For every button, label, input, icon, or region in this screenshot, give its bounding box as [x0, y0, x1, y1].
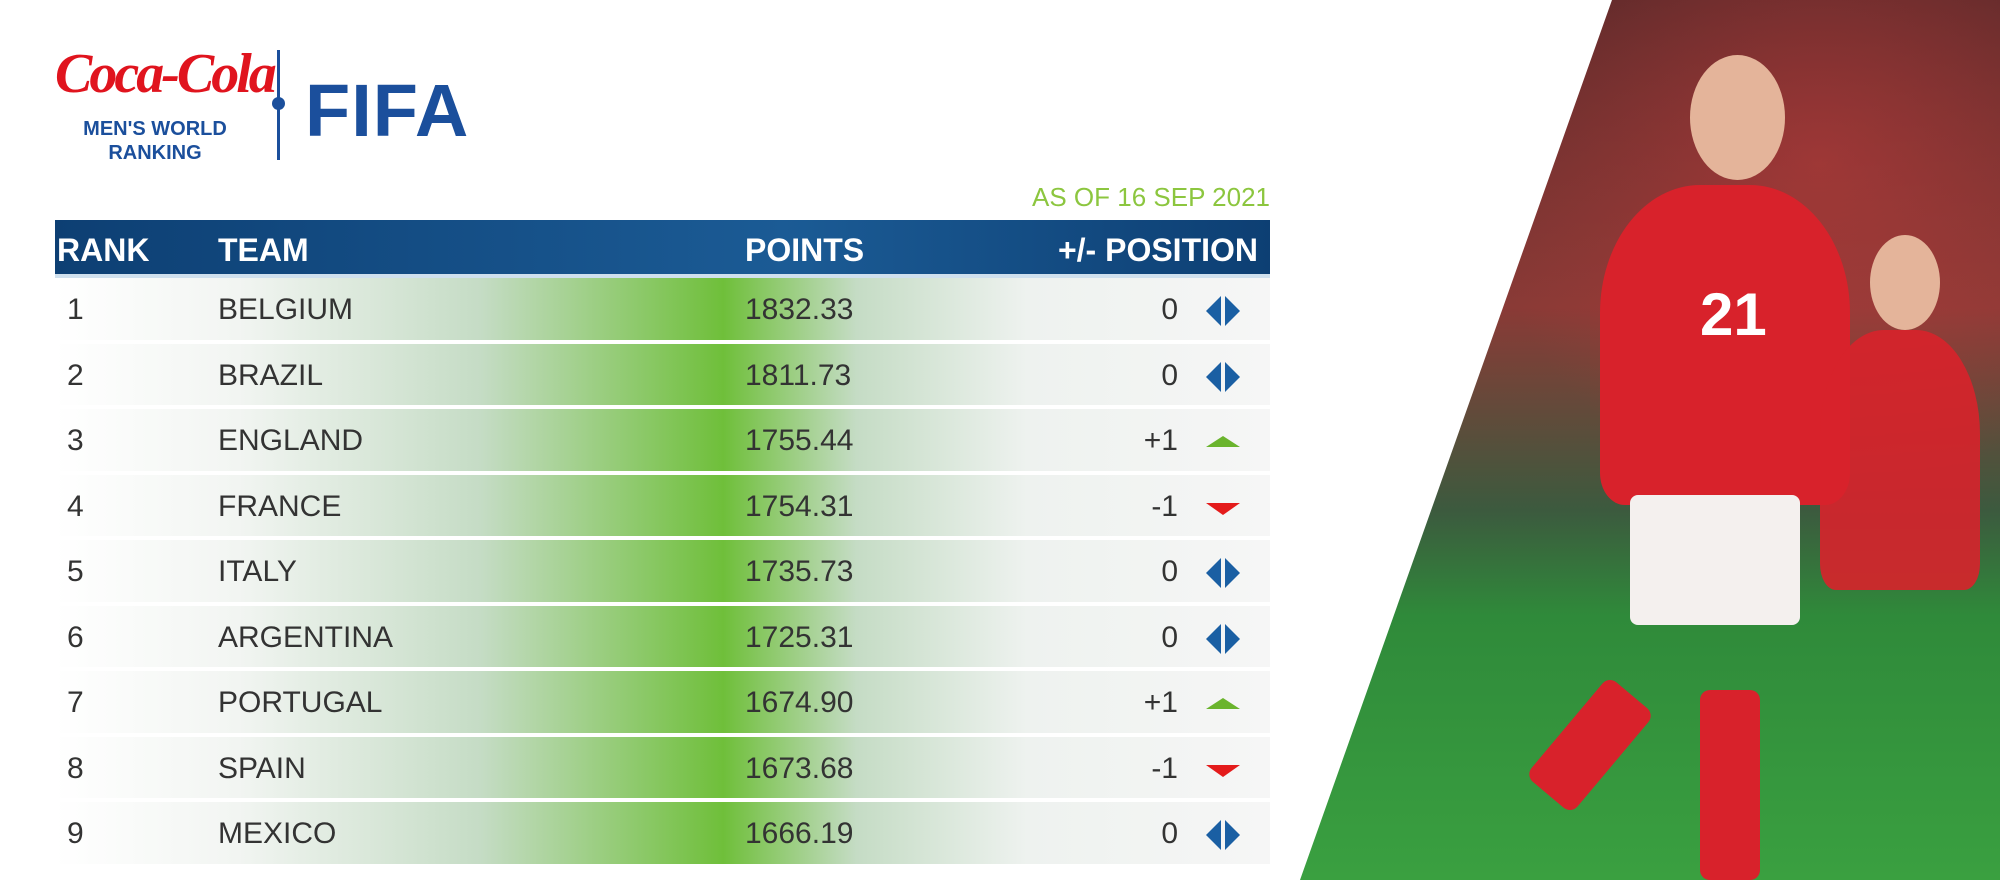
table-row: 8 SPAIN 1673.68 -1 — [55, 736, 1270, 802]
rank: 6 — [67, 620, 84, 654]
position-change: 0 — [1161, 817, 1178, 850]
no-change-icon — [1204, 360, 1242, 394]
team-name: PORTUGAL — [218, 686, 383, 719]
ranking-table: RANK TEAM POINTS +/- POSITION 1 BELGIUM … — [55, 220, 1270, 868]
table-row: 1 BELGIUM 1832.33 0 — [55, 278, 1270, 344]
no-change-icon — [1204, 294, 1242, 328]
points: 1754.31 — [745, 489, 854, 523]
team-name: MEXICO — [218, 817, 337, 850]
position-change: 0 — [1161, 620, 1178, 654]
points: 1811.73 — [745, 358, 852, 392]
no-change-icon — [1204, 556, 1242, 590]
position-change: +1 — [1143, 686, 1178, 719]
no-change-icon — [1204, 622, 1242, 656]
team-name: ARGENTINA — [218, 620, 394, 654]
table-row: 2 BRAZIL 1811.73 0 — [55, 343, 1270, 409]
team-name: FRANCE — [218, 489, 342, 523]
header-team: TEAM — [218, 232, 309, 268]
table-header: RANK TEAM POINTS +/- POSITION — [55, 220, 1270, 278]
team-name: ITALY — [218, 555, 297, 588]
header-points: POINTS — [745, 232, 865, 268]
table-row: 4 FRANCE 1754.31 -1 — [55, 474, 1270, 540]
rank: 4 — [67, 489, 84, 523]
table-row: 6 ARGENTINA 1725.31 0 — [55, 605, 1270, 671]
points: 1725.31 — [745, 620, 854, 654]
team-name: BRAZIL — [218, 358, 324, 392]
position-change: 0 — [1161, 555, 1178, 588]
rank: 3 — [67, 424, 84, 457]
up-arrow-icon — [1204, 687, 1242, 721]
points: 1755.44 — [745, 424, 854, 457]
points: 1735.73 — [745, 555, 854, 588]
team-name: SPAIN — [218, 751, 306, 785]
rank: 7 — [67, 686, 84, 719]
team-name: BELGIUM — [218, 293, 354, 326]
up-arrow-icon — [1204, 425, 1242, 459]
no-change-icon — [1204, 818, 1242, 852]
rank: 5 — [67, 555, 84, 588]
position-change: -1 — [1151, 751, 1178, 785]
table-row: 5 ITALY 1735.73 0 — [55, 540, 1270, 606]
position-change: +1 — [1143, 424, 1178, 457]
table-row: 9 MEXICO 1666.19 0 — [55, 802, 1270, 868]
rank: 1 — [67, 293, 84, 326]
ranking-date: AS OF 16 SEP 2021 — [1032, 182, 1270, 212]
position-change: -1 — [1151, 489, 1178, 523]
points: 1674.90 — [745, 686, 854, 719]
header-position-change: +/- POSITION — [1057, 232, 1258, 268]
points: 1673.68 — [745, 751, 854, 785]
table-row: 3 ENGLAND 1755.44 +1 — [55, 409, 1270, 475]
down-arrow-icon — [1204, 753, 1242, 787]
points: 1832.33 — [745, 293, 854, 326]
rank: 8 — [67, 751, 84, 785]
rank: 9 — [67, 817, 84, 850]
table-row: 7 PORTUGAL 1674.90 +1 — [55, 671, 1270, 737]
position-change: 0 — [1161, 293, 1178, 326]
player-jersey — [1600, 185, 1850, 505]
team-name: ENGLAND — [218, 424, 364, 457]
rank: 2 — [67, 358, 84, 392]
header-rank: RANK — [57, 232, 150, 268]
ranking-subtitle: MEN'S WORLD RANKING — [83, 118, 227, 164]
position-change: 0 — [1161, 358, 1178, 392]
down-arrow-icon — [1204, 491, 1242, 525]
coca-cola-logo: Coca‑Cola — [55, 43, 277, 105]
fifa-logo: FIFA — [305, 69, 470, 152]
jersey-number: 21 — [1700, 281, 1767, 348]
points: 1666.19 — [745, 817, 854, 850]
